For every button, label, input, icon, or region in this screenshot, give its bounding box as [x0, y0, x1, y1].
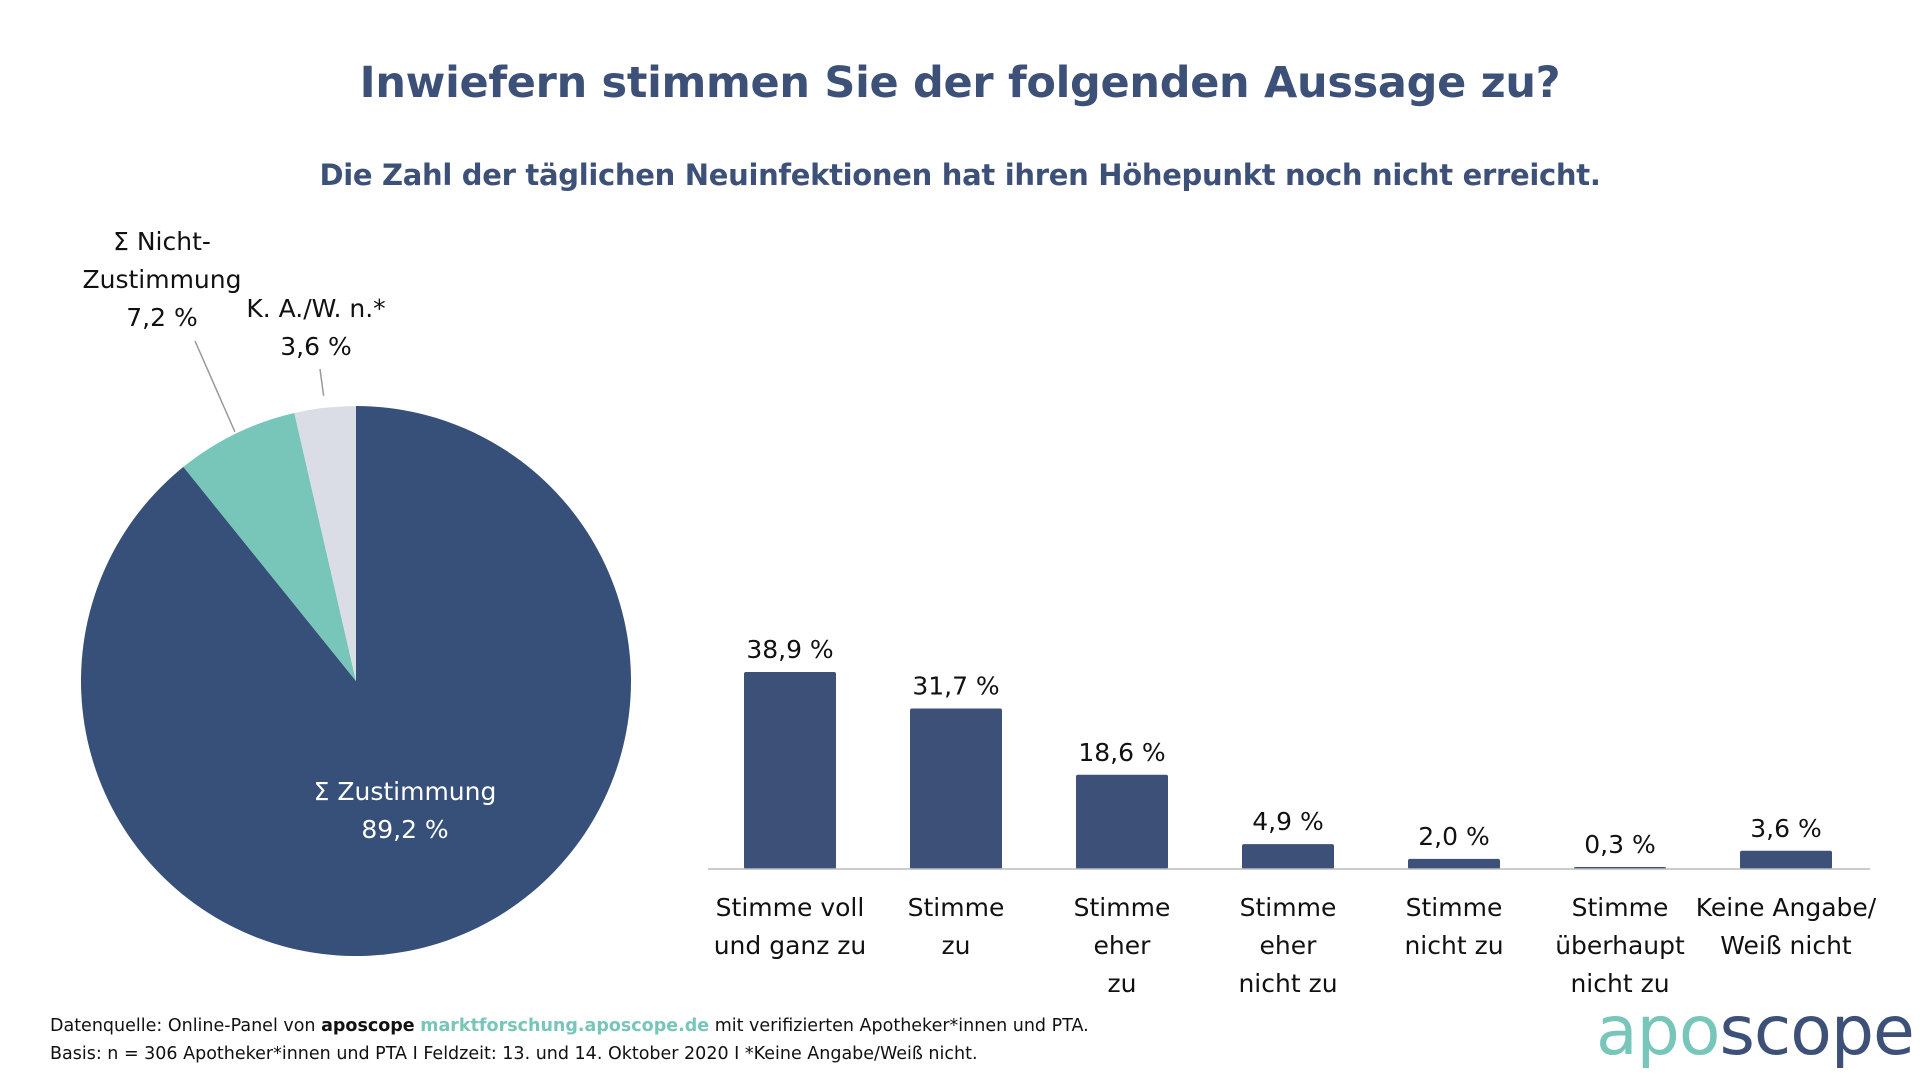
chart-title: Inwiefern stimmen Sie der folgenden Auss… — [359, 58, 1561, 108]
bar-value-label-5: 2,0 % — [1418, 822, 1489, 851]
pie-label-zustimmung: Σ Zustimmung 89,2 % — [314, 777, 497, 844]
bar-category-label-6: Stimme überhaupt nicht zu — [1555, 893, 1685, 998]
bar-1 — [744, 672, 836, 869]
footer-link[interactable]: marktforschung.aposcope.de — [420, 1016, 710, 1036]
bar-value-label-2: 31,7 % — [912, 671, 999, 700]
footer-line-1: Datenquelle: Online-Panel von aposcope m… — [50, 1012, 1089, 1040]
logo-part-scope: scope — [1719, 992, 1914, 1071]
bar-category-label-7: Keine Angabe/Weiß nicht — [1696, 893, 1877, 960]
footer-line-2: Basis: n = 306 Apotheker*innen und PTA I… — [50, 1044, 978, 1064]
bar-value-label-7: 3,6 % — [1750, 814, 1821, 843]
pie-leader-nicht-zustimmung — [194, 340, 236, 433]
footer-suffix: mit verifizierten Apotheker*innen und PT… — [709, 1016, 1089, 1036]
logo-part-apo: apo — [1596, 992, 1720, 1071]
bar-4 — [1242, 844, 1334, 869]
pie-slice-2 — [183, 413, 356, 681]
bar-3 — [1076, 774, 1168, 869]
bar-category-label-4: Stimme eher nicht zu — [1238, 893, 1337, 998]
chart-subtitle: Die Zahl der täglichen Neuinfektionen ha… — [319, 158, 1601, 192]
pie-label-ka: K. A./W. n.* 3,6 % — [246, 294, 385, 361]
bar-2 — [910, 708, 1002, 869]
bar-category-label-1: Stimme voll und ganz zu — [714, 893, 867, 960]
bar-value-label-6: 0,3 % — [1584, 830, 1655, 859]
bar-category-label-3: Stimme eher zu — [1074, 893, 1171, 998]
aposcope-logo: aposcope — [1596, 992, 1915, 1072]
pie-label-nicht-zustimmung: Σ Nicht-Zustimmung 7,2 % — [82, 227, 241, 332]
footer-source: Datenquelle: Online-Panel von aposcope m… — [50, 1012, 1089, 1068]
bar-7 — [1740, 850, 1832, 869]
pie-leader-ka — [319, 368, 325, 396]
footer-brand: aposcope — [321, 1016, 415, 1036]
footer-prefix: Datenquelle: Online-Panel von — [50, 1016, 322, 1036]
pie-slice-3 — [294, 406, 356, 681]
bar-category-label-5: Stimme nicht zu — [1404, 893, 1503, 960]
bar-value-label-4: 4,9 % — [1252, 807, 1323, 836]
bar-value-label-3: 18,6 % — [1078, 738, 1165, 767]
bar-category-label-2: Stimme zu — [908, 893, 1005, 960]
bar-value-label-1: 38,9 % — [746, 635, 833, 664]
bar-5 — [1408, 858, 1500, 869]
